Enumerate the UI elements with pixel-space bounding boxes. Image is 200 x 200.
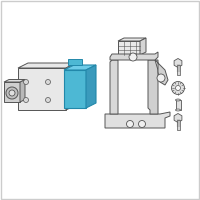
Polygon shape (4, 79, 25, 82)
Polygon shape (64, 70, 86, 108)
Polygon shape (66, 63, 76, 110)
Ellipse shape (176, 109, 180, 111)
Circle shape (127, 120, 134, 128)
Bar (177, 65, 180, 75)
Polygon shape (174, 114, 182, 122)
Polygon shape (105, 112, 170, 128)
Polygon shape (18, 63, 76, 68)
Circle shape (24, 79, 29, 84)
Bar (176, 100, 180, 110)
Polygon shape (155, 60, 168, 85)
Circle shape (46, 79, 50, 84)
Bar (177, 120, 180, 130)
Polygon shape (68, 59, 82, 65)
Circle shape (172, 82, 184, 95)
Polygon shape (118, 38, 146, 41)
Polygon shape (64, 65, 96, 70)
Circle shape (24, 98, 29, 102)
Polygon shape (118, 41, 140, 55)
Polygon shape (4, 82, 20, 102)
Circle shape (157, 74, 165, 82)
Circle shape (9, 90, 15, 96)
Polygon shape (110, 60, 118, 114)
Circle shape (6, 87, 18, 99)
Polygon shape (110, 52, 158, 60)
Circle shape (46, 98, 50, 102)
Polygon shape (18, 68, 66, 110)
Polygon shape (20, 79, 25, 102)
Circle shape (138, 120, 146, 128)
Circle shape (129, 53, 137, 61)
Polygon shape (148, 60, 158, 114)
Polygon shape (174, 58, 182, 68)
Ellipse shape (176, 99, 180, 101)
Polygon shape (140, 38, 146, 55)
Polygon shape (86, 65, 96, 108)
Circle shape (176, 86, 180, 90)
